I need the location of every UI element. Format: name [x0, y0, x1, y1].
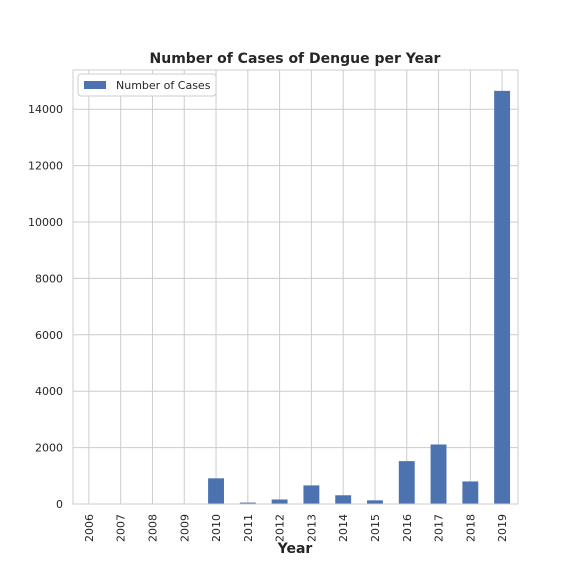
- bar-2012: [271, 499, 288, 504]
- y-tick-label: 4000: [35, 385, 63, 398]
- bar-2016: [398, 461, 415, 504]
- x-axis-ticks: 2006 2007 2008 2009 2010 2011 2012 2013 2014 2015…: [83, 514, 509, 542]
- bar-2015: [367, 500, 383, 504]
- x-tick-label: 2012: [274, 514, 287, 542]
- x-tick-label: 2008: [146, 514, 159, 542]
- y-tick-label: 2000: [35, 442, 63, 455]
- x-tick-label: 2016: [401, 514, 414, 542]
- legend: Number of Cases: [77, 73, 217, 97]
- bar-2017: [430, 444, 447, 504]
- y-tick-label: 8000: [35, 272, 63, 285]
- legend-swatch: [84, 81, 106, 89]
- plot-frame: [72, 69, 519, 505]
- x-tick-label: 2017: [433, 514, 446, 542]
- bars: [208, 90, 511, 504]
- bar-2010: [208, 478, 224, 504]
- x-axis-label: Year: [277, 541, 313, 557]
- bar-2019: [494, 90, 511, 504]
- x-tick-label: 2006: [83, 514, 96, 542]
- x-tick-label: 2010: [210, 514, 223, 542]
- legend-label: Number of Cases: [116, 79, 211, 92]
- x-tick-label: 2007: [115, 514, 128, 542]
- x-tick-label: 2014: [337, 514, 350, 542]
- y-tick-label: 12000: [28, 160, 63, 173]
- x-tick-label: 2009: [178, 514, 191, 542]
- bar-2014: [335, 495, 352, 504]
- bar-2018: [462, 481, 479, 504]
- y-axis-ticks: 0 2000 4000 6000 8000 10000 12000 14000: [28, 103, 63, 511]
- chart-title: Number of Cases of Dengue per Year: [150, 51, 441, 67]
- x-tick-label: 2018: [464, 514, 477, 542]
- y-tick-label: 14000: [28, 103, 63, 116]
- x-tick-label: 2011: [242, 514, 255, 542]
- y-tick-label: 6000: [35, 329, 63, 342]
- y-tick-label: 0: [56, 498, 63, 511]
- bar-2013: [303, 485, 320, 504]
- x-tick-label: 2015: [369, 514, 382, 542]
- x-tick-label: 2013: [305, 514, 318, 542]
- x-tick-label: 2019: [496, 514, 509, 542]
- bar-2011: [239, 502, 256, 504]
- y-tick-label: 10000: [28, 216, 63, 229]
- legend-box: [77, 73, 217, 97]
